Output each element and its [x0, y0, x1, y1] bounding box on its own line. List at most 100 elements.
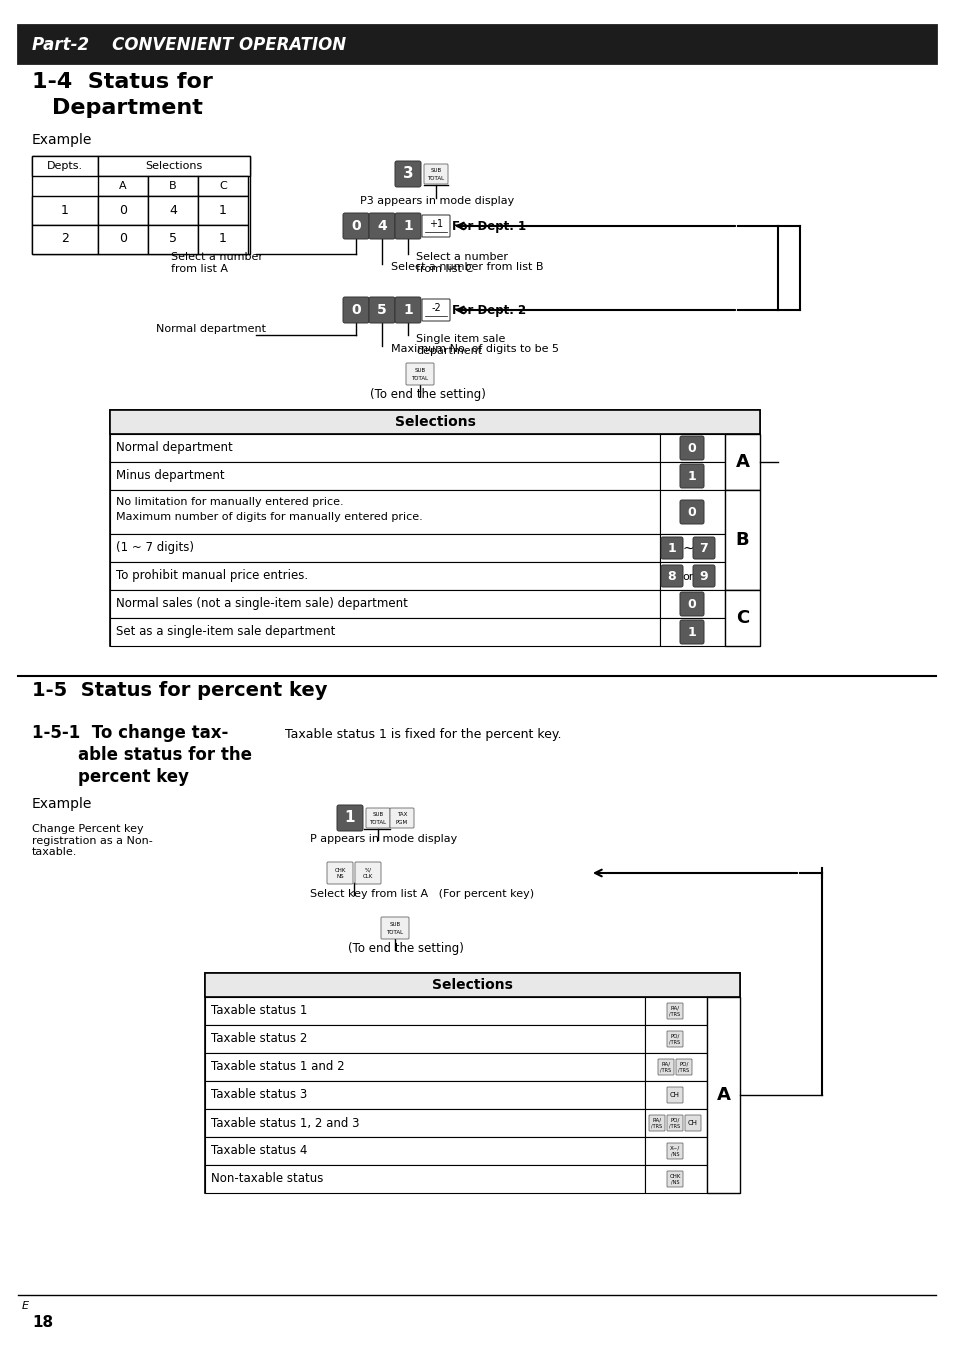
Text: /TRS: /TRS — [669, 1125, 679, 1129]
Text: /NS: /NS — [670, 1152, 679, 1157]
Text: SUB: SUB — [372, 813, 383, 818]
Text: Selections: Selections — [145, 161, 202, 171]
Bar — [98, 225, 148, 254]
Bar — [659, 433, 724, 462]
FancyBboxPatch shape — [423, 163, 448, 184]
Text: Taxable status 3: Taxable status 3 — [211, 1088, 307, 1102]
Text: CHK: CHK — [334, 868, 345, 872]
Text: For Dept. 1: For Dept. 1 — [452, 220, 525, 234]
FancyBboxPatch shape — [421, 215, 450, 238]
FancyBboxPatch shape — [395, 213, 420, 239]
Text: CH: CH — [687, 1120, 698, 1126]
Text: Single item sale
department: Single item sale department — [416, 333, 505, 355]
Text: Taxable status 1, 2 and 3: Taxable status 1, 2 and 3 — [211, 1116, 359, 1130]
Text: /TRS: /TRS — [678, 1068, 689, 1073]
Text: Minus department: Minus department — [116, 470, 224, 482]
Bar — [148, 196, 198, 225]
Text: 1: 1 — [667, 541, 676, 555]
Text: 3: 3 — [402, 166, 413, 181]
Text: X~/: X~/ — [669, 1146, 679, 1150]
Bar — [205, 998, 644, 1025]
Text: (To end the setting): (To end the setting) — [370, 387, 485, 401]
Text: Maximum No. of digits to be 5: Maximum No. of digits to be 5 — [391, 344, 558, 354]
Text: Taxable status 1 and 2: Taxable status 1 and 2 — [211, 1061, 344, 1073]
Bar — [205, 1053, 644, 1081]
FancyBboxPatch shape — [679, 500, 703, 524]
Text: Normal department: Normal department — [116, 441, 233, 455]
Text: TAX: TAX — [396, 813, 407, 818]
Text: 18: 18 — [32, 1315, 53, 1330]
Bar — [198, 196, 248, 225]
Text: SUB: SUB — [430, 169, 441, 174]
FancyBboxPatch shape — [343, 297, 369, 323]
FancyBboxPatch shape — [355, 863, 380, 884]
FancyBboxPatch shape — [395, 297, 420, 323]
Bar — [198, 225, 248, 254]
Text: Maximum number of digits for manually entered price.: Maximum number of digits for manually en… — [116, 512, 422, 522]
Text: A: A — [119, 181, 127, 190]
Bar — [659, 590, 724, 618]
FancyBboxPatch shape — [679, 436, 703, 460]
Text: Normal department: Normal department — [156, 324, 266, 333]
Text: Select a number
from list A: Select a number from list A — [171, 252, 263, 274]
Text: 0: 0 — [351, 219, 360, 234]
Text: RA/: RA/ — [660, 1061, 670, 1067]
Bar — [644, 1053, 706, 1081]
Text: or: or — [681, 572, 693, 582]
Text: Example: Example — [32, 134, 92, 147]
Text: B: B — [735, 531, 748, 549]
Text: /NS: /NS — [670, 1180, 679, 1185]
Text: 1-5-1  To change tax-: 1-5-1 To change tax- — [32, 724, 228, 742]
Text: E: E — [22, 1301, 29, 1311]
Text: 1-5  Status for percent key: 1-5 Status for percent key — [32, 680, 327, 701]
Text: To prohibit manual price entries.: To prohibit manual price entries. — [116, 570, 308, 582]
Text: 0: 0 — [687, 441, 696, 455]
Bar — [110, 562, 659, 590]
Text: Select key from list A   (For percent key): Select key from list A (For percent key) — [310, 890, 534, 899]
FancyBboxPatch shape — [666, 1115, 682, 1131]
Bar — [706, 998, 740, 1193]
Text: 1: 1 — [403, 302, 413, 317]
FancyBboxPatch shape — [406, 363, 434, 385]
Text: 1: 1 — [687, 470, 696, 482]
Text: /TRS: /TRS — [669, 1040, 679, 1045]
Text: Taxable status 4: Taxable status 4 — [211, 1145, 307, 1157]
Text: -2: -2 — [431, 302, 440, 313]
FancyBboxPatch shape — [676, 1058, 691, 1075]
Text: 8: 8 — [667, 570, 676, 582]
Text: Taxable status 2: Taxable status 2 — [211, 1033, 307, 1045]
FancyBboxPatch shape — [666, 1143, 682, 1160]
Bar — [724, 490, 760, 590]
FancyBboxPatch shape — [666, 1031, 682, 1048]
Bar — [644, 998, 706, 1025]
FancyBboxPatch shape — [666, 1170, 682, 1187]
Text: Select a number
from list C: Select a number from list C — [416, 252, 507, 274]
Text: 0: 0 — [351, 302, 360, 317]
Text: 1: 1 — [61, 204, 69, 216]
Text: (1 ~ 7 digits): (1 ~ 7 digits) — [116, 541, 193, 555]
Text: 0: 0 — [687, 598, 696, 610]
FancyBboxPatch shape — [679, 620, 703, 644]
Text: P appears in mode display: P appears in mode display — [310, 834, 456, 844]
Bar — [644, 1025, 706, 1053]
FancyBboxPatch shape — [666, 1087, 682, 1103]
Text: C: C — [735, 609, 748, 626]
Text: 0: 0 — [119, 204, 127, 216]
Bar — [205, 973, 740, 998]
Text: RA/: RA/ — [670, 1006, 679, 1011]
Text: Department: Department — [52, 99, 203, 117]
FancyBboxPatch shape — [343, 213, 369, 239]
Bar — [98, 196, 148, 225]
FancyBboxPatch shape — [369, 213, 395, 239]
Text: TOTAL: TOTAL — [427, 176, 444, 181]
FancyBboxPatch shape — [390, 809, 414, 828]
Bar — [32, 157, 250, 254]
Bar — [110, 590, 659, 618]
Bar — [659, 562, 724, 590]
FancyBboxPatch shape — [666, 1003, 682, 1019]
Text: 2: 2 — [61, 232, 69, 246]
Text: percent key: percent key — [32, 768, 189, 786]
Text: (To end the setting): (To end the setting) — [348, 942, 463, 954]
Text: Taxable status 1: Taxable status 1 — [211, 1004, 307, 1018]
Text: SUB: SUB — [414, 369, 425, 374]
